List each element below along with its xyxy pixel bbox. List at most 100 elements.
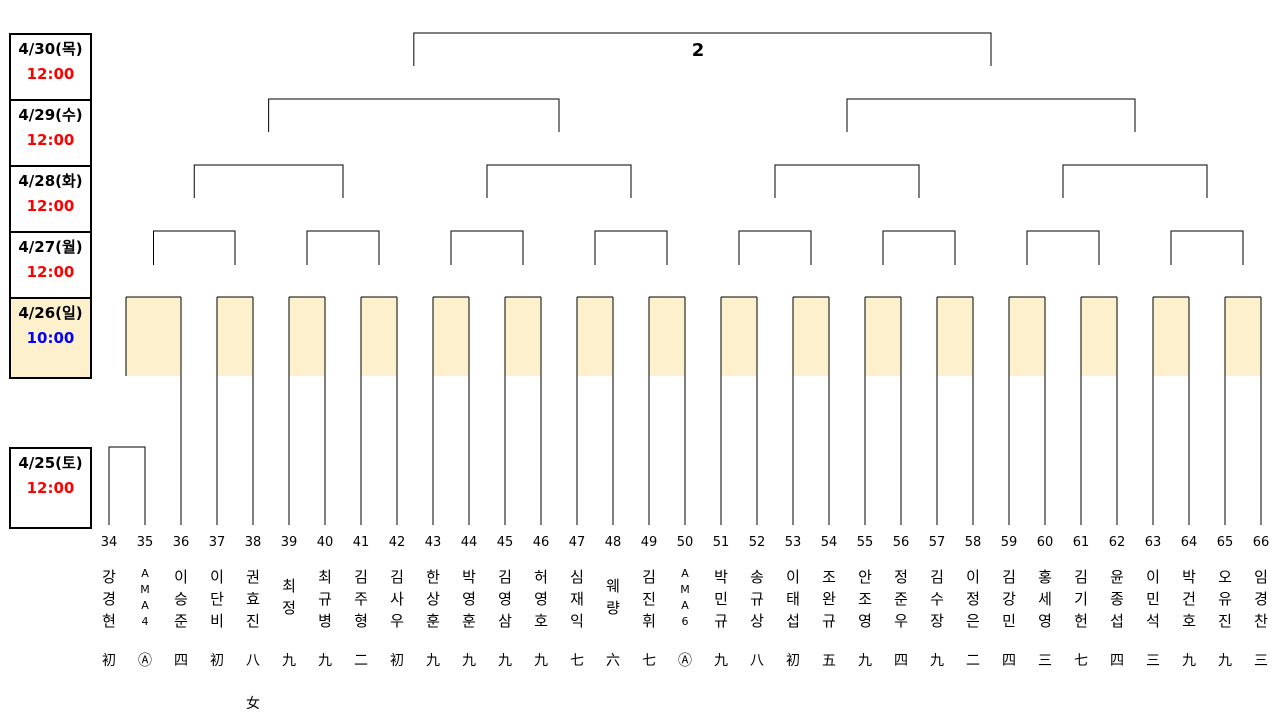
player-number: 50 [676,535,694,550]
player-number: 40 [316,535,334,550]
round2-bracket [882,230,956,265]
player-rank: 八 [750,653,764,669]
round1-highlight [937,297,973,376]
round2-bracket [450,230,524,265]
final-match-label: 2 [691,40,705,61]
player-number: 38 [244,535,262,550]
player-number: 37 [208,535,226,550]
player-rank: 六 [606,653,620,669]
round1-highlight [126,297,181,376]
player-number: 51 [712,535,730,550]
player-number: 39 [280,535,298,550]
round1-highlight [1153,297,1189,376]
player-rank: 九 [714,653,728,669]
player-rank: 初 [786,653,800,669]
round4-bracket [268,98,560,132]
round3-bracket [774,164,920,198]
player-rank: 九 [498,653,512,669]
date-label: 4/27(월) [18,238,83,256]
round2-bracket [594,230,668,265]
round2-bracket [738,230,812,265]
player-number: 59 [1000,535,1018,550]
player-rank: Ⓐ [678,653,692,669]
round1-highlight [289,297,325,376]
player-number: 47 [568,535,586,550]
player-note: 女 [246,696,260,712]
player-number: 62 [1108,535,1126,550]
player-rank: 九 [462,653,476,669]
player-number: 60 [1036,535,1054,550]
player-rank: 初 [102,653,116,669]
player-rank: 二 [354,653,368,669]
round2-bracket [1026,230,1100,265]
time-label: 10:00 [26,329,75,347]
player-rank: 九 [534,653,548,669]
round2-bracket [1170,230,1244,265]
player-rank: 四 [894,653,908,669]
round1-highlight [505,297,541,376]
player-rank: 九 [1218,653,1232,669]
player-rank: 五 [822,653,836,669]
player-number: 34 [100,535,118,550]
player-number: 65 [1216,535,1234,550]
date-box: 4/28(화) 12:00 [9,165,92,233]
round1-highlight [865,297,901,376]
player-number: 64 [1180,535,1198,550]
player-rank: 初 [210,653,224,669]
player-rank: 三 [1038,653,1052,669]
player-rank: 三 [1146,653,1160,669]
date-label: 4/25(토) [18,454,83,472]
player-rank: 八 [246,653,260,669]
date-label: 4/30(목) [18,40,83,58]
round1-highlight [793,297,829,376]
date-box: 4/25(토) 12:00 [9,447,92,529]
player-rank: 四 [1002,653,1016,669]
player-number: 52 [748,535,766,550]
time-label: 12:00 [26,263,75,281]
player-number: 43 [424,535,442,550]
player-rank: Ⓐ [138,653,152,669]
round1-highlight [361,297,397,376]
player-number: 58 [964,535,982,550]
player-number: 54 [820,535,838,550]
player-rank: 九 [1182,653,1196,669]
player-number: 57 [928,535,946,550]
round3-bracket [486,164,632,198]
player-rank: 四 [174,653,188,669]
time-label: 12:00 [26,197,75,215]
time-label: 12:00 [26,65,75,83]
round1-highlight [1225,297,1261,376]
player-rank: 九 [282,653,296,669]
date-box: 4/29(수) 12:00 [9,99,92,167]
player-number: 36 [172,535,190,550]
player-number: 56 [892,535,910,550]
player-rank: 初 [390,653,404,669]
round1-highlight [721,297,757,376]
round2-bracket [306,230,380,265]
date-label: 4/29(수) [18,106,83,124]
player-number: 55 [856,535,874,550]
